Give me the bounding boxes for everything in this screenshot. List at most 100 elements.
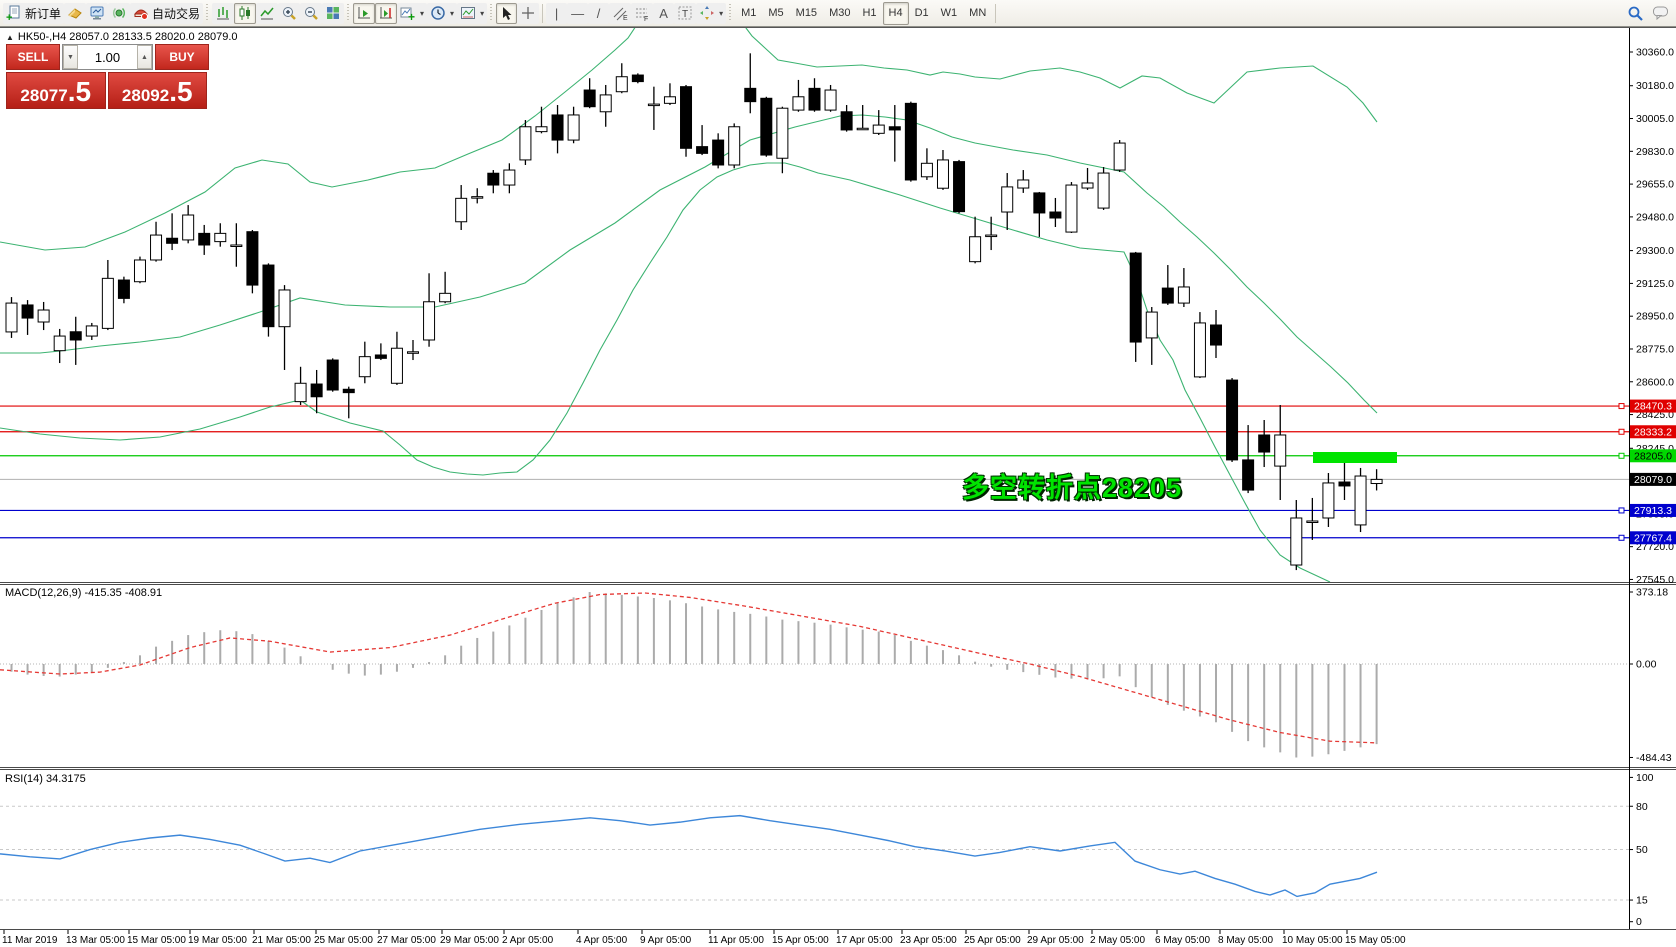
time-tick-label: 10 May 05:00 xyxy=(1282,935,1343,946)
fibonacci-icon: F xyxy=(636,8,648,21)
sell-button-label: SELL xyxy=(17,50,49,64)
signals-button[interactable] xyxy=(108,2,131,24)
periods-button[interactable]: ▾ xyxy=(427,2,458,24)
time-tick-label: 29 Apr 05:00 xyxy=(1027,935,1084,946)
rsi-indicator-label: RSI(14) 34.3175 xyxy=(5,773,86,785)
channel-tool-button[interactable]: E xyxy=(609,2,632,24)
rsi-tick-label: 0 xyxy=(1636,916,1642,928)
candle xyxy=(776,106,789,174)
line-handle[interactable] xyxy=(1618,428,1625,435)
line-handle[interactable] xyxy=(1618,403,1625,410)
fibonacci-tool-button[interactable]: F xyxy=(631,2,654,24)
vertical-line-tool-button[interactable]: | xyxy=(546,2,568,24)
candle xyxy=(567,106,580,144)
chat-icon[interactable] xyxy=(1652,5,1670,21)
candle xyxy=(840,105,853,132)
tab-timeframe-M15[interactable]: M15 xyxy=(795,7,818,19)
rsi-pane[interactable] xyxy=(0,805,1629,901)
time-tick-label: 9 Apr 05:00 xyxy=(640,935,692,946)
time-tick-label: 4 Apr 05:00 xyxy=(576,935,628,946)
templates-button[interactable]: ▾ xyxy=(457,2,488,24)
candle xyxy=(278,285,291,370)
volume-decrease-button[interactable]: ▼ xyxy=(63,45,78,69)
tab-timeframe-MN[interactable]: MN xyxy=(969,7,987,19)
candle xyxy=(680,84,693,157)
zoom-in-icon xyxy=(283,7,296,20)
svg-text:28205.0: 28205.0 xyxy=(1634,450,1672,462)
arrows-tool-button[interactable]: ▾ xyxy=(696,2,727,24)
tab-timeframe-M30[interactable]: M30 xyxy=(829,7,851,19)
candle xyxy=(551,105,564,154)
chart-background[interactable] xyxy=(0,27,1676,947)
tab-timeframe-D1[interactable]: D1 xyxy=(914,7,929,19)
candle xyxy=(904,101,917,182)
main-pane[interactable] xyxy=(0,20,1629,582)
candlestick-chart-button[interactable] xyxy=(234,2,257,24)
tab-timeframe-M5[interactable]: M5 xyxy=(768,7,784,19)
time-tick-label: 17 Apr 05:00 xyxy=(836,935,893,946)
rsi-tick-label: 80 xyxy=(1636,801,1648,813)
time-tick-label: 15 Apr 05:00 xyxy=(772,935,829,946)
candle xyxy=(1226,378,1239,462)
text-label-tool-button[interactable]: T xyxy=(674,2,697,24)
cursor-tool-button[interactable] xyxy=(496,2,518,24)
bollinger-lower xyxy=(0,162,1331,582)
candle xyxy=(342,386,355,419)
market-watch-button[interactable] xyxy=(86,2,109,24)
bar-chart-button[interactable] xyxy=(212,2,235,24)
candle xyxy=(920,148,933,180)
trendline-tool-button[interactable]: / xyxy=(588,2,610,24)
tab-timeframe-H4[interactable]: H4 xyxy=(882,1,909,25)
volume-increase-button[interactable]: ▲ xyxy=(137,45,152,69)
buy-button[interactable]: BUY xyxy=(155,44,209,70)
text-tool-button[interactable]: A xyxy=(653,2,675,24)
tab-timeframe-M1[interactable]: M1 xyxy=(741,7,757,19)
zoom-in-button[interactable] xyxy=(278,2,301,24)
tab-timeframe-H1[interactable]: H1 xyxy=(862,7,877,19)
buy-price-int: 28092 xyxy=(121,86,170,105)
svg-text:E: E xyxy=(623,15,628,21)
chevron-down-icon: ▾ xyxy=(480,8,485,18)
macd-pane[interactable] xyxy=(0,591,1629,758)
bollinger-upper xyxy=(0,28,1378,251)
rsi-value: 34.3175 xyxy=(45,773,86,785)
tile-windows-button[interactable] xyxy=(322,2,345,24)
svg-text:F: F xyxy=(644,16,648,21)
svg-text:27913.3: 27913.3 xyxy=(1634,505,1672,517)
auto-scroll-button[interactable] xyxy=(353,2,376,24)
sell-price[interactable]: 28077.5 xyxy=(6,72,106,109)
line-handle[interactable] xyxy=(1618,507,1625,514)
sell-button[interactable]: SELL xyxy=(6,44,60,70)
line-handle[interactable] xyxy=(1618,534,1625,541)
candle xyxy=(1081,167,1094,190)
green-highlight-box[interactable] xyxy=(1313,452,1397,463)
candle xyxy=(246,230,259,294)
zoom-out-button[interactable] xyxy=(300,2,323,24)
candle xyxy=(808,78,821,112)
chart-ohlc-title: ▲ HK50-,H4 28057.0 28133.5 28020.0 28079.… xyxy=(6,31,238,43)
candle xyxy=(37,301,50,331)
signal-icon xyxy=(113,7,125,19)
volume-input[interactable]: 1.00 xyxy=(94,49,121,65)
chart-title-text: HK50-,H4 28057.0 28133.5 28020.0 28079.0 xyxy=(17,31,238,43)
crosshair-tool-button[interactable] xyxy=(517,2,540,24)
rsi-tick-label: 100 xyxy=(1636,772,1654,784)
price-tick-label: 27545.0 xyxy=(1636,574,1674,586)
search-icon[interactable] xyxy=(1627,5,1644,22)
chart-shift-button[interactable] xyxy=(375,2,398,24)
collapse-icon[interactable]: ▲ xyxy=(6,33,14,42)
buy-price[interactable]: 28092.5 xyxy=(107,72,207,109)
line-handle[interactable] xyxy=(1618,452,1625,459)
line-chart-button[interactable] xyxy=(256,2,279,24)
candle xyxy=(1113,140,1126,172)
auto-trading-button[interactable]: 自动交易 xyxy=(130,2,204,24)
horizontal-line-tool-button[interactable]: — xyxy=(567,2,589,24)
sell-price-int: 28077 xyxy=(20,86,68,105)
profiles-button[interactable] xyxy=(64,2,87,24)
indicators-button[interactable]: + ▾ xyxy=(397,2,428,24)
new-order-button[interactable]: + 新订单 xyxy=(3,2,65,24)
tab-timeframe-W1[interactable]: W1 xyxy=(940,7,958,19)
candle xyxy=(21,300,34,335)
buy-button-label: BUY xyxy=(169,50,195,64)
